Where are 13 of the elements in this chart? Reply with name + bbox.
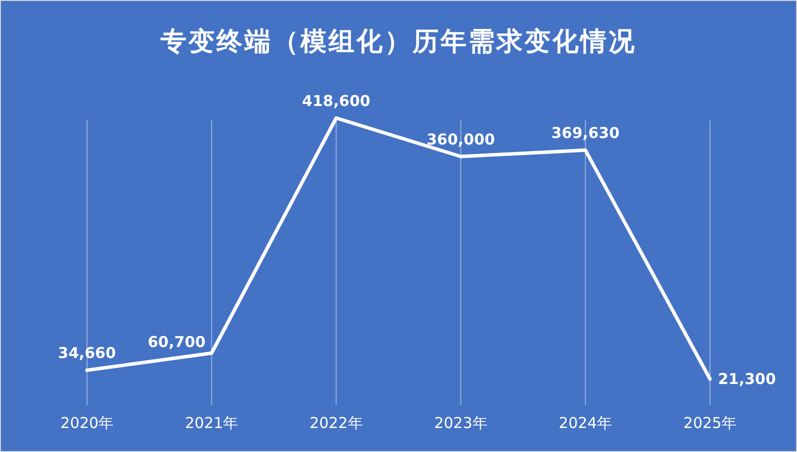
- x-tick-label: 2024年: [558, 414, 612, 432]
- data-label: 360,000: [426, 130, 495, 148]
- x-tick-label: 2023年: [434, 414, 488, 432]
- x-tick-label: 2021年: [185, 414, 238, 432]
- data-label: 34,660: [58, 344, 116, 362]
- x-tick-label: 2025年: [683, 414, 737, 432]
- data-label: 60,700: [148, 333, 206, 352]
- data-label: 369,630: [551, 124, 620, 142]
- data-label: 21,300: [718, 370, 776, 388]
- x-tick-label: 2020年: [60, 414, 114, 432]
- chart-title: 专变终端（模组化）历年需求变化情况: [160, 27, 636, 57]
- x-tick-label: 2022年: [310, 414, 363, 432]
- data-label: 418,600: [302, 92, 370, 110]
